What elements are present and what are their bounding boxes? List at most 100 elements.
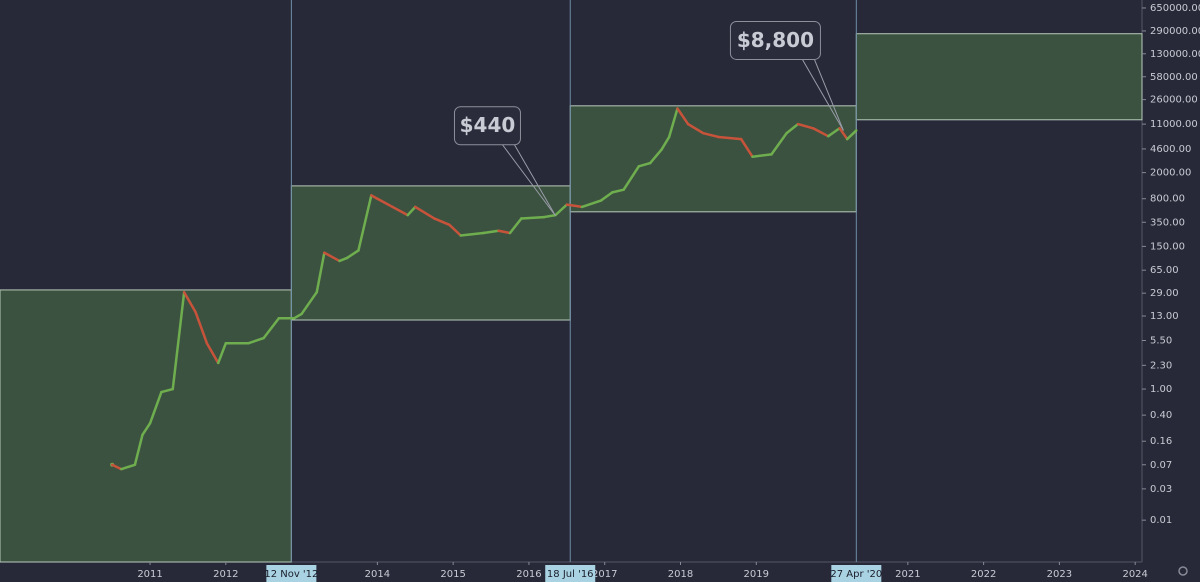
callout-pointer — [813, 59, 844, 131]
x-tick-label: 2017 — [592, 569, 617, 580]
x-tick-label: 2016 — [516, 569, 541, 580]
price-segment — [414, 205, 436, 220]
y-tick-label: 0.03 — [1150, 484, 1172, 495]
range-box — [855, 33, 1143, 121]
y-tick-label: 0.07 — [1150, 460, 1172, 471]
price-segment — [796, 122, 815, 130]
price-segment — [432, 217, 451, 227]
y-tick-label: 58000.00 — [1150, 72, 1198, 83]
y-tick-label: 0.16 — [1150, 436, 1172, 447]
price-segment — [542, 213, 557, 219]
price-segment — [508, 217, 523, 235]
callout-box — [453, 106, 521, 146]
price-segment — [110, 463, 123, 471]
x-tick-label: 2019 — [744, 569, 769, 580]
y-tick-label: 800.00 — [1150, 194, 1185, 205]
price-segment — [811, 127, 830, 138]
y-tick-label: 4600.00 — [1150, 144, 1191, 155]
price-segment — [292, 312, 303, 320]
price-segment — [119, 463, 137, 471]
price-segment — [676, 107, 690, 126]
price-segment — [205, 341, 220, 365]
y-tick-label: 2.30 — [1150, 360, 1172, 371]
halving-label: 18 Jul '16 — [547, 569, 594, 580]
price-segment — [648, 148, 663, 165]
price-segment — [406, 205, 417, 217]
price-series — [110, 107, 858, 471]
halving-label: 12 Nov '12 — [264, 569, 318, 580]
price-segment — [247, 336, 265, 345]
price-segment — [182, 290, 197, 314]
price-segment — [785, 122, 800, 135]
price-segment — [667, 107, 679, 139]
price-segment — [323, 251, 341, 263]
x-tick-label: 2021 — [895, 569, 920, 580]
callout-label: $440 — [460, 113, 516, 137]
price-segment — [459, 231, 485, 237]
price-segment — [357, 194, 373, 252]
price-segment — [660, 135, 671, 151]
price-segment — [622, 165, 641, 191]
price-segment — [391, 205, 409, 217]
y-tick-label: 290000.00 — [1150, 26, 1200, 37]
price-segment — [448, 223, 462, 237]
price-segment — [262, 317, 281, 340]
x-tick-label: 2022 — [971, 569, 996, 580]
range-box — [569, 105, 857, 213]
price-segment — [554, 203, 569, 217]
gear[interactable] — [1178, 566, 1188, 576]
price-segment — [751, 153, 773, 158]
y-tick-label: 11000.00 — [1150, 119, 1198, 130]
callout-box — [729, 20, 821, 60]
x-tick-label: 2024 — [1122, 569, 1147, 580]
x-tick-label: 2011 — [137, 569, 162, 580]
price-segment — [637, 161, 652, 168]
y-tick-label: 150.00 — [1150, 241, 1185, 252]
y-tick-label: 350.00 — [1150, 217, 1185, 228]
callout-pointer — [801, 59, 844, 131]
price-segment — [770, 131, 788, 156]
price-segment — [739, 137, 754, 158]
callout-label: $8,800 — [737, 28, 814, 52]
price-segment — [345, 249, 360, 260]
x-tick-label: 2012 — [213, 569, 238, 580]
price-segment — [141, 422, 152, 437]
price-segment — [216, 341, 228, 365]
price-segment — [194, 310, 209, 345]
price-segment — [482, 229, 500, 235]
price-segment — [580, 199, 603, 209]
y-tick-label: 650000.00 — [1150, 3, 1200, 14]
price-segment — [497, 229, 512, 235]
callout-pointer — [514, 144, 556, 216]
x-tick-label: 2023 — [1047, 569, 1072, 580]
settings-icon[interactable] — [1178, 566, 1188, 576]
price-segment — [565, 203, 584, 209]
halving-label: 27 Apr '20 — [830, 569, 882, 580]
callout-pointer — [502, 144, 556, 217]
x-tick-label: 2014 — [365, 569, 390, 580]
price-segment — [148, 390, 163, 425]
price-segment — [827, 127, 841, 138]
price-segment — [599, 191, 614, 202]
price-segment — [133, 433, 144, 467]
x-tick-label: 2015 — [440, 569, 465, 580]
range-box — [0, 289, 292, 563]
y-tick-label: 26000.00 — [1150, 95, 1198, 106]
price-segment — [171, 290, 186, 391]
halving-label-bg — [545, 565, 596, 582]
y-tick-label: 5.50 — [1150, 336, 1172, 347]
price-segment — [701, 131, 720, 139]
price-segment — [160, 387, 175, 394]
halving-label-bg — [831, 565, 882, 582]
y-tick-label: 0.40 — [1150, 410, 1172, 421]
price-segment — [520, 215, 546, 220]
price-segment — [338, 256, 349, 263]
price-segment — [376, 197, 394, 209]
price-segment — [845, 129, 858, 141]
range-box — [290, 185, 571, 321]
price-segment — [838, 127, 849, 141]
y-tick-label: 0.01 — [1150, 515, 1172, 526]
y-tick-label: 2000.00 — [1150, 168, 1191, 179]
y-tick-label: 130000.00 — [1150, 49, 1200, 60]
